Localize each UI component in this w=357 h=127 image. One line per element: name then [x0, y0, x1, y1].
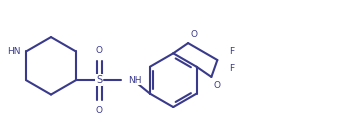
Text: O: O: [96, 46, 102, 55]
Text: F: F: [229, 64, 234, 73]
Text: O: O: [190, 30, 197, 39]
Text: HN: HN: [7, 47, 21, 56]
Text: S: S: [96, 75, 102, 85]
Text: O: O: [214, 81, 221, 90]
Text: F: F: [229, 47, 234, 56]
Text: O: O: [96, 106, 102, 115]
Text: NH: NH: [128, 76, 141, 85]
